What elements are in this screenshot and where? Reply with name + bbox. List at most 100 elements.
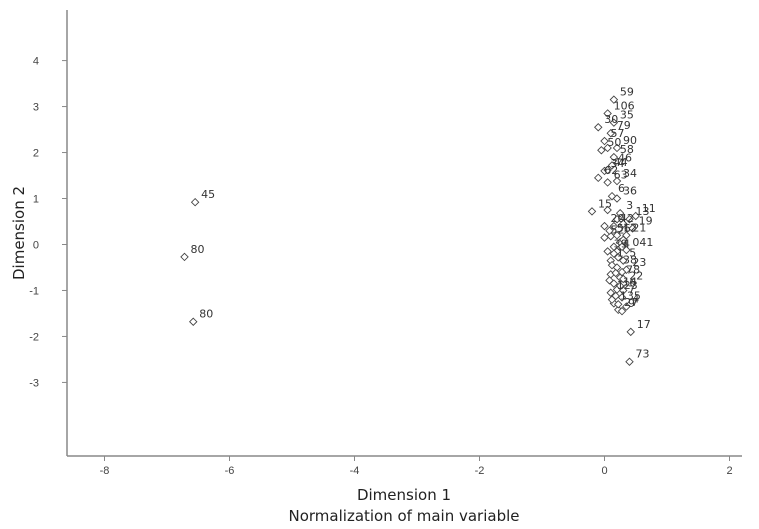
point-label: 27 [624,296,638,309]
data-point [619,219,628,229]
point-label: 106 [614,99,635,112]
x-axis-subtitle: Normalization of main variable [289,507,520,525]
data-point [617,306,627,316]
data-point [587,207,597,216]
y-tick-label: 1 [33,194,39,206]
point-label: 52 [611,224,625,237]
point-label: 79 [617,119,631,132]
point-label: 63 [614,168,628,181]
data-point [628,224,637,233]
point-label: 4 [623,237,630,250]
point-label: 44 [614,156,628,169]
point-label: 73 [636,348,650,361]
data-point [619,235,628,245]
data-point [180,252,189,262]
data-point [612,231,622,240]
data-points [180,95,640,366]
data-point [603,165,612,175]
x-tick-label: 2 [726,465,732,477]
point-label: 62 [604,164,618,177]
data-point [600,221,609,231]
x-tick-label: -4 [350,465,360,477]
data-point [606,128,615,138]
data-point [609,221,619,231]
point-label: 22 [629,270,643,283]
y-axis-title: Dimension 2 [10,186,28,280]
data-point [615,281,625,291]
point-label: 12 [623,221,637,234]
point-label: 9 [628,297,635,310]
point-label: 34 [623,167,637,180]
data-point [607,260,617,270]
y-tick-label: -3 [29,377,39,389]
point-label: 19 [639,214,653,227]
y-tick-label: -1 [29,285,39,297]
point-label: 80 [199,308,213,321]
data-point [619,274,628,284]
data-point [622,302,631,311]
point-label: 23 [632,256,646,269]
point-label: 36 [623,185,637,198]
point-label: 135 [620,289,641,302]
data-point [603,178,612,187]
point-label: 38 [623,253,637,266]
data-point [614,300,623,309]
point-label: 50 [607,136,621,149]
y-tick-label: 4 [33,56,39,68]
data-point [594,173,603,183]
point-label: 11 [642,202,656,215]
point-label: 14 [623,276,637,289]
data-point [600,233,609,242]
point-label: 4 [632,293,639,306]
point-label: 35 [620,109,634,122]
data-point [617,267,627,277]
point-label: 1 [617,247,624,260]
point-label: 39 [614,237,628,250]
data-point [615,208,625,218]
data-point [611,268,620,278]
y-tick-label: 2 [33,148,39,160]
data-point [603,205,612,215]
data-point [597,146,606,155]
data-point [605,226,614,235]
x-tick-label: -8 [100,465,110,477]
point-label: 42 [620,212,634,225]
data-point [603,247,612,256]
data-point [607,161,617,170]
point-label: 57 [611,127,625,140]
point-label: 56 [617,222,631,235]
point-label: 78 [626,264,640,277]
point-label: 3 [626,199,633,212]
point-label: 041 [632,236,653,249]
x-axis-title: Dimension 1 [357,486,451,504]
data-point [600,136,609,146]
data-point [631,211,640,221]
data-point [607,295,617,304]
point-label: 5 [629,247,636,260]
point-label: 58 [620,143,634,156]
data-point [606,288,615,298]
data-point [612,176,622,186]
data-point [603,143,612,153]
point-label: 59 [620,86,634,99]
data-point [609,152,619,162]
data-point [609,95,619,104]
data-point [617,242,627,252]
data-point [625,214,634,224]
point-label: 34 [611,157,625,170]
data-point [612,143,622,153]
data-point [603,109,612,118]
point-label: 20 [611,212,625,225]
data-point [625,357,634,366]
point-label: 15 [598,197,612,210]
point-label: 6 [629,276,636,289]
point-label: 13 [636,205,650,218]
data-point [626,327,635,337]
point-label: 80 [191,243,205,256]
data-point [189,317,198,326]
point-label: 6 [618,182,625,195]
point-label: 90 [623,134,637,147]
